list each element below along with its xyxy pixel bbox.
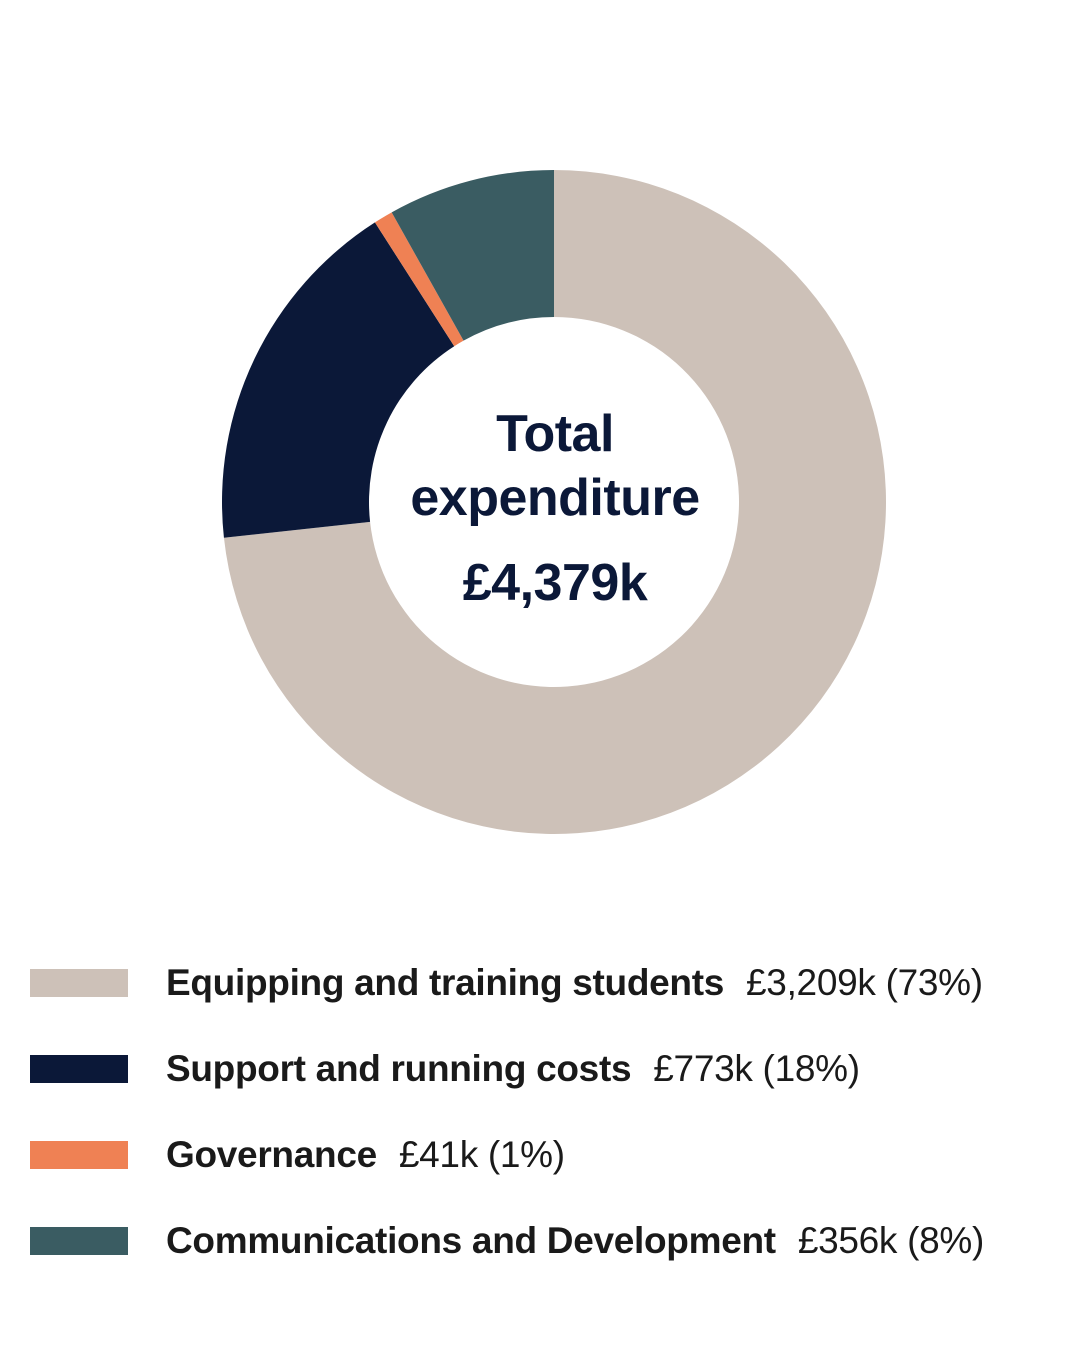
slice-communications xyxy=(391,170,554,341)
legend-label: Equipping and training students xyxy=(166,962,725,1003)
legend-label: Communications and Development xyxy=(166,1220,776,1261)
legend-swatch-communications xyxy=(30,1227,128,1255)
legend-item-equipping: Equipping and training students £3,209k (… xyxy=(30,940,1075,1026)
legend-value: £356k (8%) xyxy=(797,1220,985,1261)
donut-chart xyxy=(222,170,887,834)
legend-swatch-governance xyxy=(30,1141,128,1169)
center-total-value: £4,379k xyxy=(462,554,648,612)
legend-label: Governance xyxy=(166,1134,377,1175)
legend-text: Equipping and training students £3,209k (… xyxy=(166,962,983,1004)
slice-support xyxy=(222,222,455,538)
legend-label: Support and running costs xyxy=(166,1048,632,1089)
legend-value: £3,209k (73%) xyxy=(746,962,983,1003)
legend-swatch-equipping xyxy=(30,969,128,997)
legend-value: £773k (18%) xyxy=(653,1048,860,1089)
legend-item-support: Support and running costs £773k (18%) xyxy=(30,1026,1075,1112)
legend-text: Governance £41k (1%) xyxy=(166,1134,565,1176)
legend-text: Communications and Development £356k (8%) xyxy=(166,1220,984,1262)
legend-swatch-support xyxy=(30,1055,128,1083)
slice-equipping xyxy=(223,170,887,834)
legend-item-communications: Communications and Development £356k (8%) xyxy=(30,1198,1075,1284)
legend: Equipping and training students £3,209k (… xyxy=(30,940,1075,1284)
slice-governance xyxy=(374,212,464,347)
center-label-line-1: Total xyxy=(496,405,614,463)
legend-text: Support and running costs £773k (18%) xyxy=(166,1048,860,1090)
donut-slices xyxy=(222,170,887,834)
legend-value: £41k (1%) xyxy=(398,1134,565,1175)
center-label-line-2: expenditure xyxy=(410,469,700,527)
legend-item-governance: Governance £41k (1%) xyxy=(30,1112,1075,1198)
